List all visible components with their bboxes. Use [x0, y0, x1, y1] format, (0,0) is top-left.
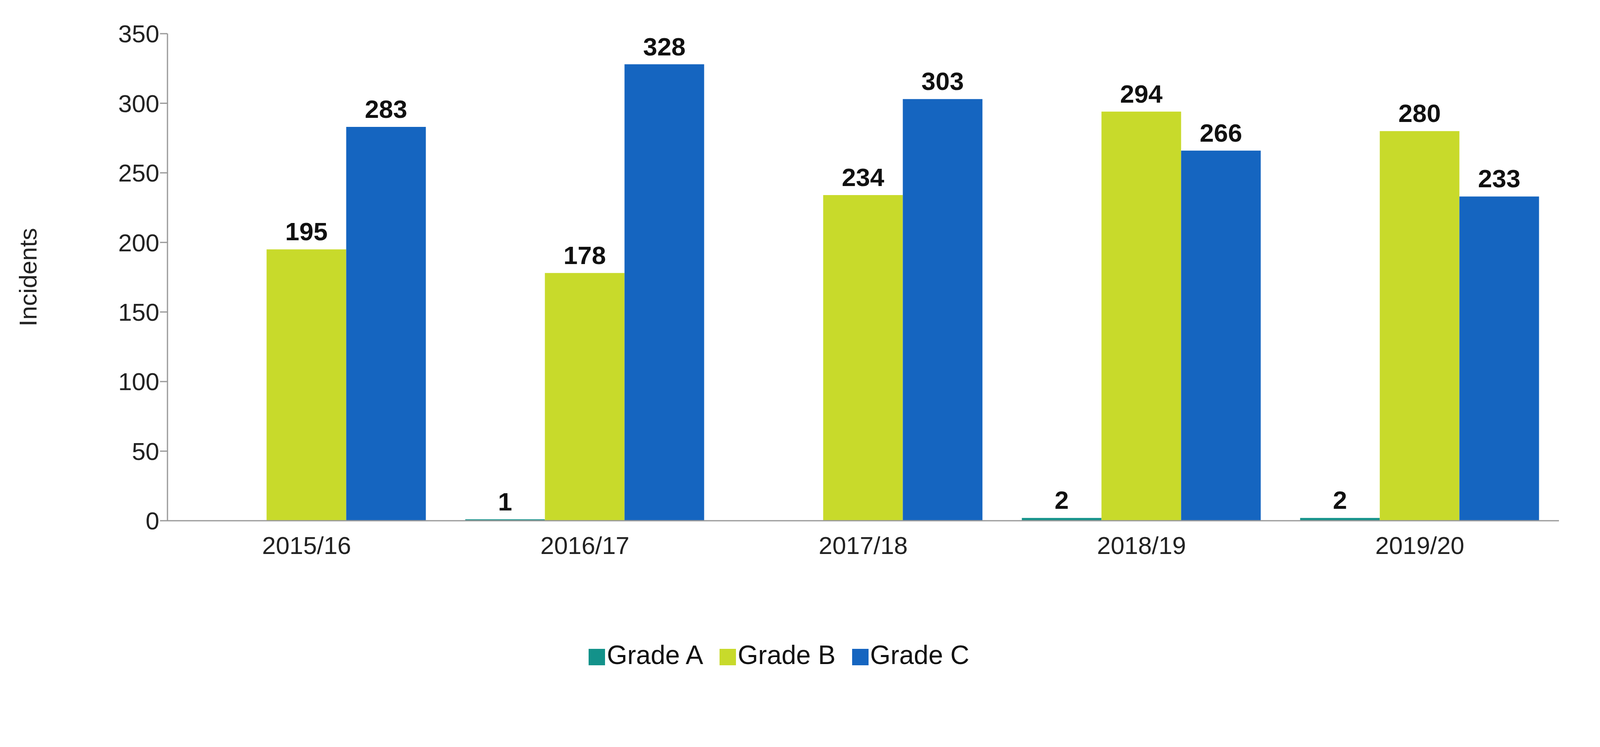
- svg-text:150: 150: [118, 298, 160, 326]
- svg-text:200: 200: [118, 229, 160, 257]
- svg-text:2: 2: [1332, 485, 1347, 514]
- svg-text:195: 195: [285, 217, 328, 246]
- svg-text:2018/19: 2018/19: [1097, 531, 1187, 560]
- svg-text:178: 178: [563, 240, 606, 270]
- svg-text:2: 2: [1054, 485, 1069, 514]
- svg-text:2016/17: 2016/17: [540, 531, 630, 560]
- svg-text:266: 266: [1199, 118, 1243, 147]
- svg-text:2019/20: 2019/20: [1375, 531, 1465, 560]
- html-text:Grade B: Grade B: [737, 639, 836, 670]
- svg-text:234: 234: [841, 162, 885, 192]
- svg-text:0: 0: [145, 506, 160, 535]
- svg-text:50: 50: [131, 437, 160, 466]
- svg-text:280: 280: [1398, 98, 1441, 128]
- svg-text:2017/18: 2017/18: [818, 531, 908, 560]
- svg-text:2015/16: 2015/16: [262, 531, 352, 560]
- svg-text:294: 294: [1120, 79, 1163, 108]
- svg-text:233: 233: [1478, 164, 1521, 193]
- html-text:Grade A: Grade A: [606, 639, 704, 670]
- svg-text:328: 328: [643, 32, 686, 61]
- svg-text:1: 1: [497, 487, 512, 516]
- svg-text:303: 303: [921, 66, 964, 96]
- svg-text:100: 100: [118, 367, 160, 396]
- svg-text:Incidents: Incidents: [14, 227, 42, 327]
- html-text:Grade C: Grade C: [870, 639, 970, 670]
- svg-text:350: 350: [118, 20, 160, 48]
- svg-text:250: 250: [118, 159, 160, 187]
- svg-text:300: 300: [118, 89, 160, 118]
- svg-text:283: 283: [364, 94, 408, 124]
